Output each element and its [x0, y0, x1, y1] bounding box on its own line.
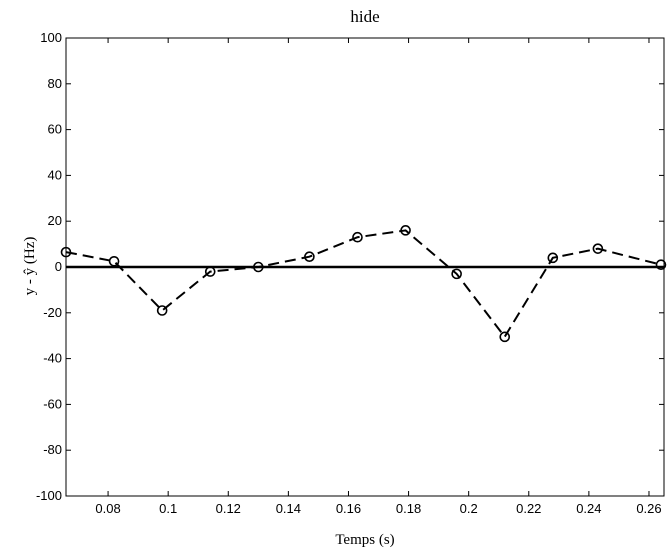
y-tick-label: -20 [43, 305, 62, 320]
x-tick-label: 0.1 [159, 501, 177, 516]
data-point [204, 266, 216, 277]
x-tick-label: 0.08 [95, 501, 120, 516]
y-tick-label: 20 [48, 213, 62, 228]
y-tick-label: 40 [48, 167, 62, 182]
data-point [499, 331, 511, 343]
data-point [108, 255, 120, 267]
data-point [400, 225, 411, 236]
x-tick-label: 0.18 [396, 501, 421, 516]
y-tick-label: -60 [43, 396, 62, 411]
data-point [253, 261, 264, 273]
x-tick-label: 0.12 [216, 501, 241, 516]
x-tick-label: 0.2 [460, 501, 478, 516]
series-line [65, 229, 662, 339]
chart-title: hide [350, 7, 379, 26]
data-point [304, 251, 315, 262]
x-axis-label: Temps (s) [335, 532, 394, 548]
y-tick-label: -80 [43, 442, 62, 457]
data-point [451, 268, 462, 280]
x-tick-label: 0.24 [576, 501, 601, 516]
x-tick-label: 0.14 [276, 501, 301, 516]
data-point [352, 231, 363, 243]
y-tick-label: -40 [43, 351, 62, 366]
x-tick-label: 0.16 [336, 501, 361, 516]
y-axis-label: y - ŷ (Hz) [22, 237, 38, 296]
y-tick-label: -100 [36, 488, 62, 503]
data-point [547, 252, 559, 264]
x-tick-label: 0.22 [516, 501, 541, 516]
y-tick-label: 60 [48, 122, 62, 137]
y-tick-label: 100 [40, 30, 62, 45]
data-point [156, 305, 168, 316]
data-point [60, 246, 72, 258]
plot-area: -100 -80 -60 -40 -20 0 20 40 60 80 100 0.08 0.1 0.12 0… [36, 30, 667, 516]
data-point [655, 259, 667, 271]
y-tick-label: 0 [55, 259, 62, 274]
y-tick-label: 80 [48, 76, 62, 91]
data-point [592, 243, 604, 254]
x-tick-label: 0.26 [636, 501, 661, 516]
